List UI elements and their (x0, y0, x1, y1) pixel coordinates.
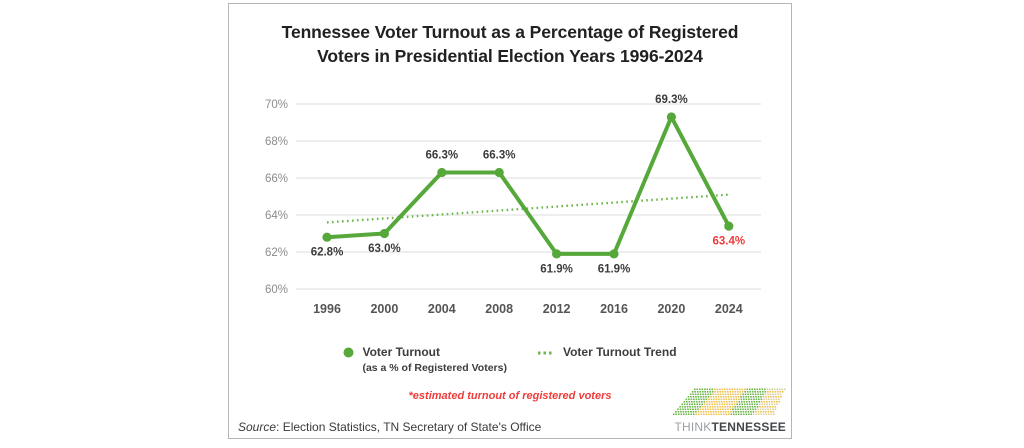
data-point (666, 112, 676, 122)
turnout-line-chart: 70% 68% 66% 64% 62% 60% 1996 2000 2004 2008 2012 20… (265, 94, 761, 316)
source-prefix: Source (238, 420, 277, 434)
chart-title: Tennessee Voter Turnout as a Percentage … (229, 20, 791, 68)
think-tennessee-wordmark: THINKTENNESSEE (672, 421, 786, 434)
chart-title-line2: Voters in Presidential Election Years 19… (317, 46, 703, 66)
y-axis-tick-label: 64% (265, 210, 288, 222)
y-axis-tick-label: 66% (265, 173, 288, 185)
legend-item-voter-turnout: Voter Turnout (as a % of Registered Vote… (343, 345, 507, 374)
y-axis-tick-label: 68% (265, 136, 288, 148)
data-point-label: 63.0% (368, 243, 401, 255)
tennessee-state-dot-map-icon (673, 388, 786, 416)
turnout-line (325, 114, 731, 256)
think-tennessee-logo: THINKTENNESSEE (672, 387, 786, 434)
logo-tennessee-text: TENNESSEE (711, 420, 786, 434)
x-axis-tick-label: 2020 (657, 302, 685, 316)
x-axis-tick-label: 2004 (428, 302, 456, 316)
y-axis-tick-label: 62% (265, 247, 288, 259)
data-point (322, 232, 332, 242)
source-attribution: Source: Election Statistics, TN Secretar… (238, 420, 541, 434)
y-axis-tick-label: 70% (265, 99, 288, 111)
y-axis-tick-label: 60% (265, 284, 288, 296)
dotted-line-icon (537, 351, 554, 355)
x-axis-tick-label: 2012 (543, 302, 571, 316)
x-axis-tick-label: 2016 (600, 302, 628, 316)
data-point (552, 249, 562, 259)
trend-line (326, 193, 729, 224)
data-point-label: 61.9% (598, 263, 631, 275)
chart-card: Tennessee Voter Turnout as a Percentage … (228, 3, 792, 439)
data-point (724, 221, 734, 231)
data-point-label: 62.8% (311, 247, 344, 259)
chart-title-line1: Tennessee Voter Turnout as a Percentage … (281, 22, 739, 42)
chart-legend: Voter Turnout (as a % of Registered Vote… (229, 345, 791, 374)
legend-sublabel-voter-turnout: (as a % of Registered Voters) (362, 362, 507, 374)
x-axis-tick-label: 2000 (370, 302, 398, 316)
data-point-label: 66.3% (483, 149, 516, 161)
data-point-label: 66.3% (425, 149, 458, 161)
data-point-label: 69.3% (655, 94, 688, 106)
x-axis-tick-label: 1996 (313, 302, 341, 316)
x-axis-tick-label: 2024 (715, 302, 743, 316)
source-text: : Election Statistics, TN Secretary of S… (276, 420, 542, 434)
logo-think-text: THINK (674, 420, 712, 434)
estimated-turnout-note: *estimated turnout of registered voters (408, 390, 612, 402)
legend-label-trend: Voter Turnout Trend (562, 345, 677, 359)
data-point-label: 61.9% (540, 263, 573, 275)
data-point (437, 167, 447, 178)
legend-label-voter-turnout: Voter Turnout (362, 345, 440, 359)
x-axis-tick-label: 2008 (485, 302, 513, 316)
data-point-label: 63.4% (712, 236, 745, 248)
legend-item-trend: Voter Turnout Trend (537, 345, 677, 374)
data-point (494, 167, 504, 178)
line-series-dot-icon (343, 347, 354, 358)
data-point (609, 249, 619, 259)
data-point (379, 228, 389, 239)
